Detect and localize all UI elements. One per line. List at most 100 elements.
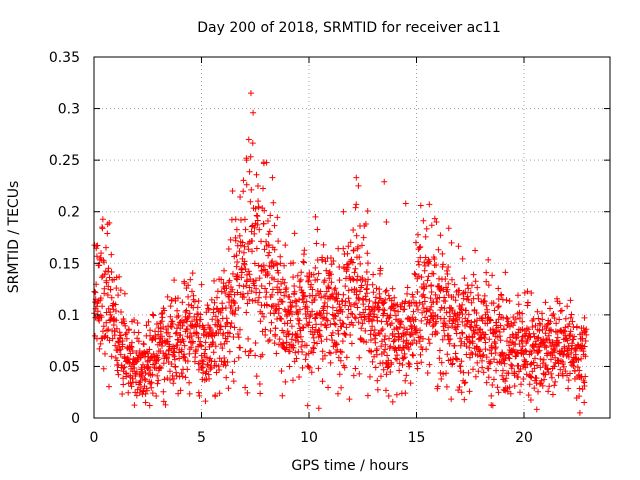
data-point xyxy=(534,362,541,369)
data-point xyxy=(415,258,422,265)
x-tick-label: 15 xyxy=(408,430,426,446)
data-point xyxy=(449,360,456,367)
data-point xyxy=(266,280,273,287)
data-point xyxy=(546,383,553,390)
data-point xyxy=(532,355,539,362)
data-point xyxy=(487,358,494,365)
data-point xyxy=(160,360,167,367)
data-point xyxy=(198,281,205,288)
data-point xyxy=(275,269,282,276)
data-point xyxy=(492,350,499,357)
data-point xyxy=(299,338,306,345)
data-point xyxy=(223,285,230,292)
data-point xyxy=(303,304,310,311)
data-point xyxy=(290,259,297,266)
data-point xyxy=(276,305,283,312)
data-point xyxy=(279,392,286,399)
data-point xyxy=(353,201,360,208)
data-point xyxy=(371,335,378,342)
data-point xyxy=(144,387,151,394)
data-point xyxy=(335,245,342,252)
data-point xyxy=(288,336,295,343)
x-tick-label: 20 xyxy=(515,430,533,446)
data-point xyxy=(373,346,380,353)
data-point xyxy=(451,281,458,288)
data-point xyxy=(579,335,586,342)
data-point xyxy=(299,324,306,331)
data-point xyxy=(356,254,363,261)
data-point xyxy=(177,331,184,338)
data-point xyxy=(103,279,110,286)
data-point xyxy=(358,325,365,332)
data-point xyxy=(340,291,347,298)
data-point xyxy=(464,318,471,325)
data-point xyxy=(381,336,388,343)
data-point xyxy=(115,371,122,378)
data-point xyxy=(454,356,461,363)
data-point xyxy=(348,310,355,317)
data-point xyxy=(492,344,499,351)
data-point xyxy=(460,295,467,302)
data-point xyxy=(385,292,392,299)
data-point xyxy=(135,338,142,345)
data-point xyxy=(241,216,248,223)
data-point xyxy=(290,344,297,351)
data-point xyxy=(242,226,249,233)
data-point xyxy=(367,337,374,344)
data-point xyxy=(222,290,229,297)
data-point xyxy=(226,348,233,355)
data-point xyxy=(201,350,208,357)
data-point xyxy=(369,323,376,330)
data-point xyxy=(247,90,254,97)
data-point xyxy=(324,310,331,317)
data-point xyxy=(562,315,569,322)
data-point xyxy=(456,384,463,391)
data-point xyxy=(267,212,274,219)
data-point xyxy=(517,389,524,396)
data-point xyxy=(547,305,554,312)
data-point xyxy=(266,337,273,344)
data-point xyxy=(347,303,354,310)
data-point xyxy=(488,350,495,357)
data-point xyxy=(272,325,279,332)
data-point xyxy=(527,396,534,403)
data-point xyxy=(224,319,231,326)
data-point xyxy=(514,292,521,299)
data-point xyxy=(582,337,589,344)
data-point xyxy=(246,271,253,278)
data-point xyxy=(195,389,202,396)
data-point xyxy=(323,288,330,295)
data-point xyxy=(537,356,544,363)
data-point xyxy=(549,339,556,346)
data-point xyxy=(498,359,505,366)
data-point xyxy=(497,322,504,329)
data-point xyxy=(337,317,344,324)
data-point xyxy=(552,347,559,354)
data-point xyxy=(500,367,507,374)
data-point xyxy=(421,298,428,305)
data-point xyxy=(543,344,550,351)
data-point xyxy=(333,307,340,314)
data-point xyxy=(548,370,555,377)
data-point xyxy=(405,300,412,307)
data-point xyxy=(318,338,325,345)
data-point xyxy=(259,310,266,317)
data-point xyxy=(548,374,555,381)
data-point xyxy=(109,335,116,342)
data-point xyxy=(579,386,586,393)
data-point xyxy=(142,370,149,376)
data-point xyxy=(297,333,304,340)
data-point xyxy=(379,326,386,333)
data-point xyxy=(345,287,352,294)
data-point xyxy=(542,371,549,378)
data-point xyxy=(486,336,493,343)
data-point xyxy=(211,299,218,306)
y-tick-label: 0.3 xyxy=(58,102,80,118)
data-point xyxy=(163,354,170,361)
data-point xyxy=(199,357,206,364)
data-point xyxy=(341,330,348,337)
data-point xyxy=(183,307,190,314)
data-point xyxy=(466,354,473,361)
data-point xyxy=(230,333,237,340)
